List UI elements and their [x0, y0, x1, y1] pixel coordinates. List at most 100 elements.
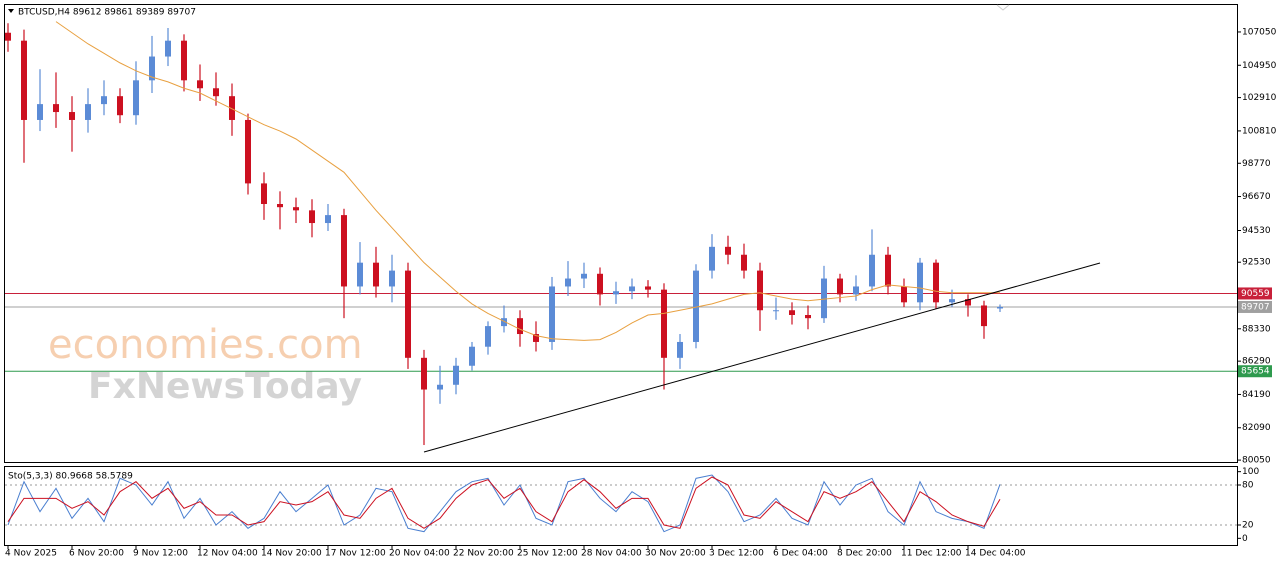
- candle-body: [117, 96, 123, 116]
- y-tick-label: 88330: [1242, 324, 1271, 334]
- candle-body: [693, 270, 699, 342]
- candle-body: [69, 112, 75, 120]
- watermark: economies.com: [48, 322, 363, 368]
- x-tick-label: 12 Nov 04:00: [197, 549, 258, 559]
- candle-body: [885, 254, 891, 287]
- y-tick-label: 80050: [1242, 456, 1271, 466]
- candle-body: [341, 215, 347, 287]
- candle-body: [741, 254, 747, 271]
- candle-body: [197, 80, 203, 89]
- candle-body: [277, 204, 283, 208]
- candle-body: [453, 365, 459, 385]
- candle-body: [389, 270, 395, 287]
- x-tick-label: 11 Dec 12:00: [901, 549, 962, 559]
- x-tick-label: 9 Nov 12:00: [133, 549, 188, 559]
- candle-body: [85, 104, 91, 120]
- candle-body: [373, 262, 379, 287]
- candle-body: [837, 278, 843, 295]
- indicator-title: Sto(5,3,3) 80.9668 58.5789: [8, 472, 133, 482]
- watermark: FxNewsToday: [88, 366, 362, 407]
- y-tick-label: 100810: [1242, 126, 1277, 136]
- candle-body: [565, 278, 571, 287]
- y-tick-label: 104950: [1242, 61, 1277, 71]
- shift-marker: [996, 4, 1010, 11]
- chart-title: BTCUSD,H4 89612 89861 89389 89707: [18, 8, 196, 18]
- candle-body: [421, 357, 427, 390]
- candle-body: [293, 207, 299, 211]
- x-tick-label: 25 Nov 12:00: [517, 549, 578, 559]
- candle-body: [533, 334, 539, 342]
- candle-body: [309, 210, 315, 224]
- level-box: [1238, 300, 1272, 313]
- y-tick-label: 84190: [1242, 390, 1271, 400]
- x-tick-label: 30 Nov 20:00: [645, 549, 706, 559]
- x-tick-label: 8 Dec 20:00: [837, 549, 892, 559]
- candle-body: [165, 40, 171, 57]
- menu-arrow[interactable]: [8, 9, 14, 13]
- x-tick-label: 4 Nov 2025: [5, 549, 57, 559]
- y-tick-label: 100: [1242, 467, 1259, 477]
- y-tick-label: 94530: [1242, 226, 1271, 236]
- y-tick-label: 98770: [1242, 159, 1271, 169]
- x-tick-label: 20 Nov 04:00: [389, 549, 450, 559]
- stoch-frame: [4, 466, 1238, 546]
- x-tick-label: 14 Nov 20:00: [261, 549, 322, 559]
- candle-body: [101, 96, 107, 105]
- candle-body: [709, 246, 715, 271]
- candle-body: [213, 88, 219, 97]
- candle-body: [805, 315, 811, 319]
- candle-body: [181, 40, 187, 81]
- candle-body: [853, 286, 859, 295]
- candle-body: [501, 318, 507, 327]
- x-tick-label: 14 Dec 04:00: [965, 549, 1026, 559]
- x-tick-label: 17 Nov 12:00: [325, 549, 386, 559]
- candle-body: [149, 56, 155, 81]
- candle-body: [229, 96, 235, 120]
- candle-body: [485, 326, 491, 347]
- level-label: 90559: [1241, 289, 1270, 299]
- candle-body: [869, 254, 875, 287]
- moving-average: [55, 21, 1000, 341]
- candle-body: [613, 291, 619, 295]
- level-box: [1238, 365, 1272, 378]
- candle-body: [325, 215, 331, 224]
- level-box: [1238, 287, 1272, 300]
- trendline: [423, 262, 1101, 453]
- candle-body: [629, 286, 635, 292]
- candle-body: [981, 305, 987, 327]
- candle-body: [53, 104, 59, 113]
- candle-body: [581, 273, 587, 279]
- candle-body: [645, 286, 651, 290]
- y-tick-label: 82090: [1242, 423, 1271, 433]
- candle-body: [517, 318, 523, 335]
- candle-body: [21, 40, 27, 120]
- candle-body: [405, 270, 411, 358]
- candle-body: [901, 286, 907, 303]
- y-tick-label: 102910: [1242, 93, 1277, 103]
- candle-body: [725, 246, 731, 255]
- candle-body: [5, 32, 11, 41]
- candle-body: [677, 341, 683, 358]
- y-tick-label: 107050: [1242, 27, 1277, 37]
- candle-body: [917, 262, 923, 303]
- y-tick-label: 0: [1242, 534, 1248, 544]
- candle-body: [133, 80, 139, 116]
- candle-body: [821, 278, 827, 319]
- x-tick-label: 6 Nov 20:00: [69, 549, 124, 559]
- stoch-line: [7, 476, 1001, 529]
- candle-body: [261, 183, 267, 205]
- x-tick-label: 28 Nov 04:00: [581, 549, 642, 559]
- y-tick-label: 20: [1242, 521, 1254, 531]
- level-label: 85654: [1241, 367, 1270, 377]
- candle-body: [549, 286, 555, 342]
- x-tick-label: 3 Dec 12:00: [709, 549, 764, 559]
- candle-body: [37, 104, 43, 120]
- y-tick-label: 92530: [1242, 258, 1271, 268]
- candle-body: [933, 262, 939, 303]
- candle-body: [789, 310, 795, 316]
- x-tick-label: 22 Nov 20:00: [453, 549, 514, 559]
- candle-body: [965, 299, 971, 306]
- candle-body: [437, 384, 443, 390]
